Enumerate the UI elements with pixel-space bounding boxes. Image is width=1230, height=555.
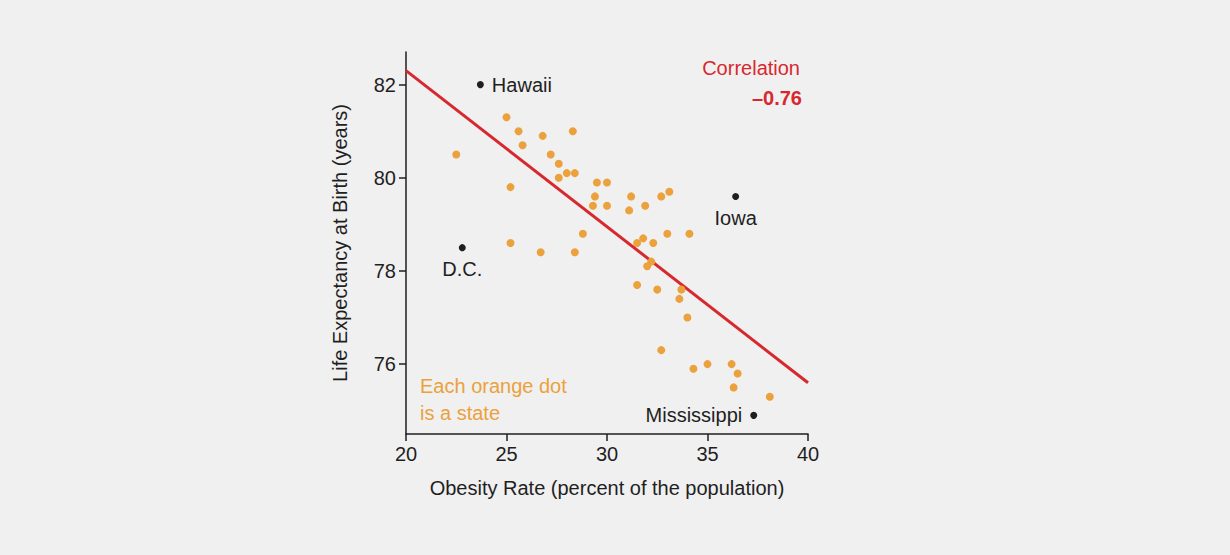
svg-text:40: 40 [797, 443, 819, 465]
svg-text:78: 78 [374, 260, 396, 282]
svg-text:76: 76 [374, 353, 396, 375]
svg-text:Hawaii: Hawaii [492, 74, 552, 96]
svg-text:20: 20 [395, 443, 417, 465]
svg-text:Mississippi: Mississippi [646, 404, 743, 426]
svg-text:Life Expectancy at Birth (year: Life Expectancy at Birth (years) [329, 104, 351, 382]
svg-text:25: 25 [495, 443, 517, 465]
svg-text:82: 82 [374, 74, 396, 96]
svg-text:Iowa: Iowa [715, 207, 758, 229]
svg-text:is a state: is a state [420, 402, 500, 424]
svg-text:–0.76: –0.76 [752, 87, 802, 109]
svg-text:Obesity Rate (percent of the p: Obesity Rate (percent of the population) [430, 477, 785, 499]
svg-text:80: 80 [374, 167, 396, 189]
svg-text:35: 35 [696, 443, 718, 465]
svg-text:30: 30 [596, 443, 618, 465]
svg-text:Correlation: Correlation [702, 57, 800, 79]
svg-text:D.C.: D.C. [442, 258, 482, 280]
svg-text:Each orange dot: Each orange dot [420, 375, 572, 397]
